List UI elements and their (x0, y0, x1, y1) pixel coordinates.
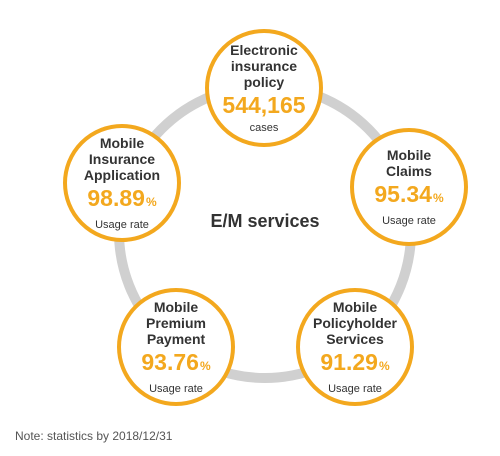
node-sub: cases (249, 121, 279, 134)
node-title: Electronic insurance policy (230, 41, 298, 90)
node-value: 95.34% (374, 180, 444, 207)
mobile-policyholder-services-node: Mobile Policyholder Services 91.29% Usag… (296, 288, 414, 406)
node-sub: Usage rate (328, 382, 382, 395)
center-label: E/M services (210, 211, 320, 231)
node-value: 98.89% (87, 184, 157, 211)
node-title: Mobile Policyholder Services (312, 298, 398, 347)
node-title: Mobile Premium Payment (146, 298, 206, 347)
node-value: 544,165 (222, 91, 306, 118)
node-value: 91.29% (320, 348, 390, 375)
node-sub: Usage rate (149, 382, 203, 395)
mobile-claims-node: Mobile Claims 95.34% Usage rate (350, 128, 468, 246)
node-title: Mobile Claims (386, 146, 432, 179)
mobile-insurance-application-node: Mobile Insurance Application 98.89% Usag… (63, 124, 181, 242)
node-value: 93.76% (141, 348, 211, 375)
mobile-premium-payment-node: Mobile Premium Payment 93.76% Usage rate (117, 288, 235, 406)
footnote: Note: statistics by 2018/12/31 (15, 429, 173, 443)
node-sub: Usage rate (382, 214, 436, 227)
electronic-insurance-policy-node: Electronic insurance policy 544,165 case… (205, 29, 323, 147)
node-sub: Usage rate (95, 218, 149, 231)
node-title: Mobile Insurance Application (83, 134, 161, 183)
